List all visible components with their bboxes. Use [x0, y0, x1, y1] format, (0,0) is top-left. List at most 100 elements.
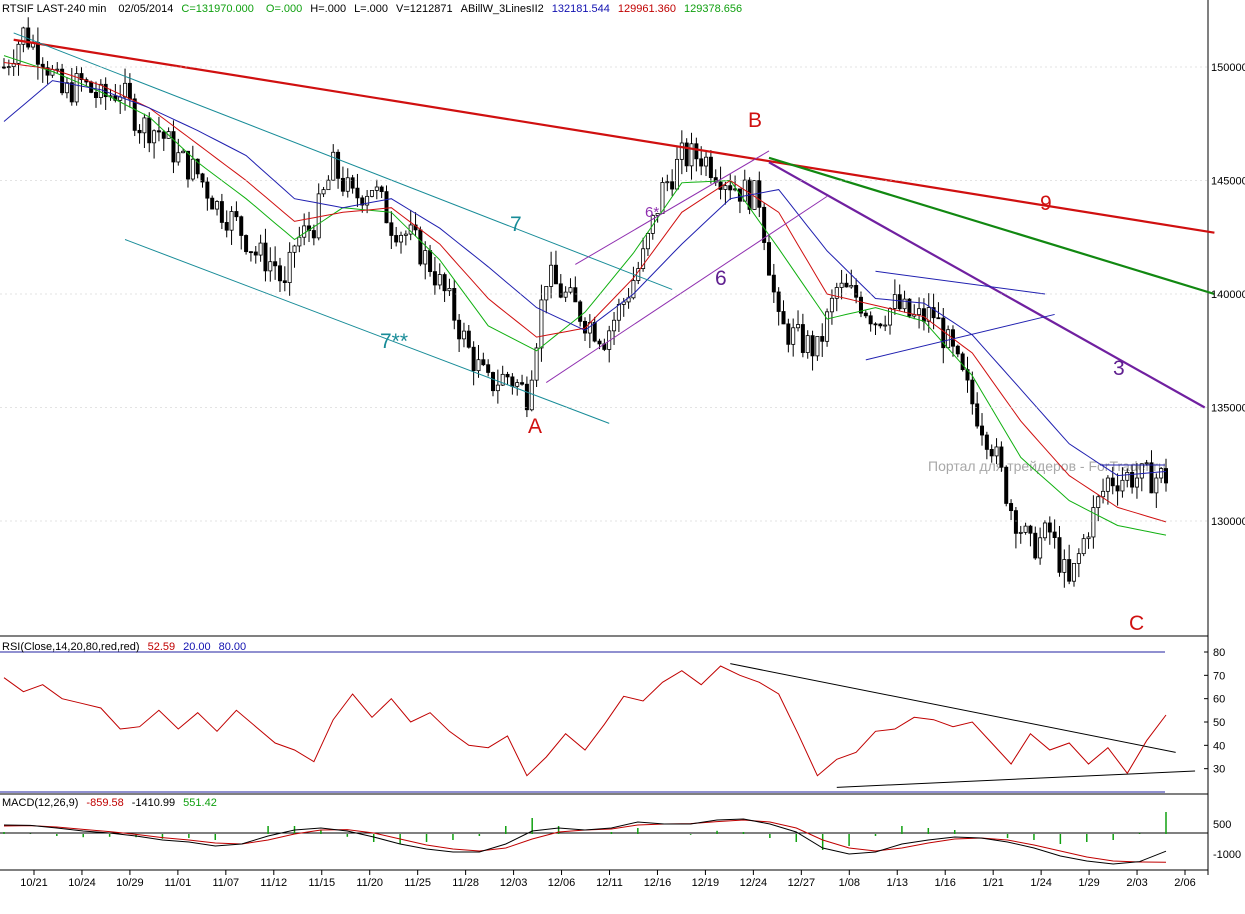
price-bar-body [946, 329, 951, 349]
price-bar-body [1038, 537, 1043, 559]
trend-line-7** [124, 239, 610, 424]
price-bar-body [883, 324, 888, 327]
price-bar-body [1101, 490, 1106, 498]
price-bar-body [902, 298, 907, 310]
price-bar-body [1110, 477, 1115, 487]
price-bar-body [1067, 559, 1072, 582]
price-bar-body [263, 242, 268, 272]
price-tick-label: 130000 [1211, 516, 1245, 528]
price-bar-body [597, 340, 602, 345]
chart-header: RTSIF LAST-240 min 02/05/2014 C=131970.000… [2, 3, 1166, 809]
price-bar-body [505, 373, 510, 378]
wave-label-6: C [1129, 612, 1144, 635]
price-bar-body [55, 68, 60, 71]
price-bar-body [79, 73, 84, 81]
price-bar-body [863, 312, 868, 317]
price-bar-body [645, 233, 650, 250]
price-tick-label: 140000 [1211, 289, 1245, 301]
rsi-tick-label: 50 [1213, 717, 1225, 729]
price-bar-body [452, 288, 457, 321]
price-bar-body [549, 264, 554, 287]
rsi-resistance-line [730, 663, 1176, 753]
price-bar-body [399, 234, 404, 243]
price-bar-body [1018, 531, 1023, 534]
price-bar-body [544, 286, 549, 301]
price-bar-body [796, 324, 801, 329]
price-bar-body [45, 67, 50, 76]
price-bar-body [679, 142, 684, 160]
price-bar-body [892, 294, 897, 309]
price-bar-body [69, 82, 74, 103]
price-bar-body [825, 311, 830, 342]
price-bar-body [1134, 477, 1139, 488]
price-bar-body [292, 245, 297, 253]
x-tick-label: 10/21 [20, 877, 48, 889]
x-tick-label: 2/06 [1174, 877, 1195, 889]
price-bar-body [1047, 522, 1052, 533]
price-bar-body [524, 383, 529, 411]
price-bar-body [999, 446, 1004, 468]
price-bar-body [921, 308, 926, 322]
wave-label-8: 3 [1113, 357, 1125, 380]
macd-value: -859.58 [86, 797, 123, 809]
price-bar-body [820, 336, 825, 342]
price-bar-body [147, 117, 152, 144]
x-tick-label: 1/16 [934, 877, 955, 889]
price-bar-body [491, 372, 496, 392]
rsi-support-line [836, 770, 1196, 788]
price-bar-body [1086, 536, 1091, 540]
price-bar-body [277, 265, 282, 282]
price-bar-body [229, 211, 234, 231]
x-tick-label: 11/20 [356, 877, 383, 889]
header-volume: V=1212871 [396, 3, 453, 15]
price-bar-body [563, 291, 568, 298]
price-bar-body [311, 230, 316, 239]
price-bar-body [844, 282, 849, 288]
x-tick-label: 11/28 [452, 877, 479, 889]
header-close: C=131970.000 [181, 3, 253, 15]
wave-label-4: A [528, 415, 542, 438]
price-bar-body [1105, 477, 1110, 492]
moving-average-line [3, 62, 1167, 523]
price-bar-body [500, 373, 505, 386]
price-bar-body [142, 117, 147, 134]
price-bar-body [205, 181, 210, 199]
header-open: O=.000 [266, 3, 302, 15]
x-tick-label: 1/29 [1078, 877, 1099, 889]
price-bar-body [810, 335, 815, 357]
price-bar-body [612, 319, 617, 332]
price-bar-body [631, 280, 636, 299]
price-tick-label: 135000 [1211, 403, 1245, 415]
price-bar-body [219, 201, 224, 223]
price-bar-body [737, 188, 742, 202]
price-bar-body [704, 156, 709, 167]
price-bar-body [1033, 532, 1038, 559]
x-tick-label: 1/08 [839, 877, 860, 889]
price-tick-label: 150000 [1211, 62, 1245, 74]
price-bar-body [757, 180, 762, 208]
macd-panel [3, 812, 1167, 865]
header-val1: 132181.544 [552, 3, 610, 15]
price-bar-body [520, 382, 525, 385]
price-bar-body [215, 201, 220, 210]
price-bar-body [771, 274, 776, 293]
price-bar-body [476, 359, 481, 372]
price-bar-body [244, 235, 249, 253]
header-val3: 129378.656 [684, 3, 742, 15]
wave-label-3: 6 [715, 267, 727, 290]
price-bar-body [331, 151, 336, 181]
price-bar-body [74, 73, 79, 103]
price-bar-body [1004, 466, 1009, 504]
price-bar-body [553, 264, 558, 285]
price-bar-body [1154, 477, 1159, 494]
price-bar-body [2, 66, 7, 69]
price-bar-body [829, 297, 834, 313]
price-bar-body [815, 336, 820, 357]
price-bar-body [1091, 507, 1096, 538]
price-bar-body [326, 179, 331, 191]
header-symbol: RTSIF LAST-240 min [2, 3, 106, 15]
price-bar-body [268, 261, 273, 272]
price-bar-body [515, 382, 520, 387]
price-bar-body [384, 191, 389, 224]
